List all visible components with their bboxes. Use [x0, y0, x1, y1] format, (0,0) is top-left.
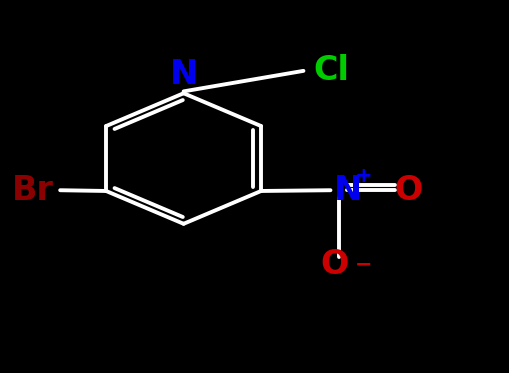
Text: O: O — [393, 174, 421, 207]
Text: −: − — [354, 255, 371, 275]
Text: N: N — [169, 59, 197, 91]
Text: Cl: Cl — [313, 54, 349, 87]
Text: Br: Br — [12, 174, 54, 207]
Text: +: + — [354, 166, 372, 186]
Text: N: N — [333, 174, 361, 207]
Text: O: O — [319, 248, 348, 281]
